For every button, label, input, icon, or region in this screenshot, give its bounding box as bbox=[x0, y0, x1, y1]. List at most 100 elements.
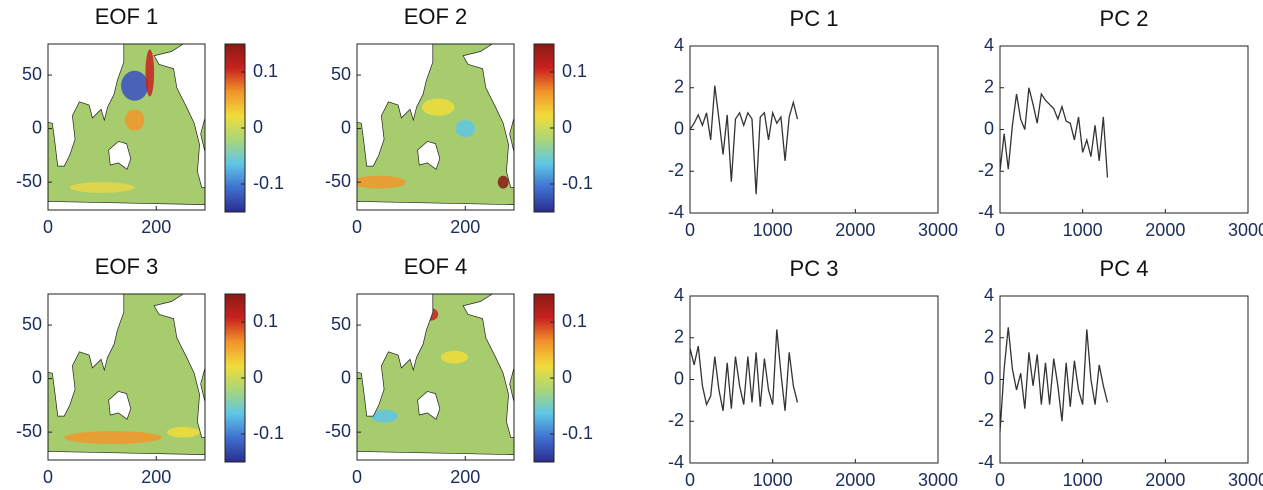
y-tick-label: -4 bbox=[668, 452, 684, 472]
x-tick-label: 0 bbox=[685, 470, 695, 490]
axes-frame bbox=[356, 293, 515, 461]
y-tick-label: 0 bbox=[984, 118, 994, 138]
pc-line bbox=[689, 329, 799, 411]
anomaly bbox=[497, 175, 509, 189]
colorbar-tick-label: 0.1 bbox=[562, 61, 587, 81]
y-tick-label: -50 bbox=[325, 421, 351, 441]
anomaly bbox=[124, 109, 145, 131]
y-tick-label: -4 bbox=[978, 202, 994, 222]
x-tick-label: 3000 bbox=[1228, 220, 1263, 240]
y-tick-label: -2 bbox=[668, 410, 684, 430]
x-tick-label: 0 bbox=[352, 467, 362, 487]
axes-frame bbox=[47, 43, 206, 211]
colorbar-tick-label: 0 bbox=[562, 117, 572, 137]
colorbar-tick-label: 0.1 bbox=[562, 311, 587, 331]
colorbar-tick-label: 0.1 bbox=[253, 311, 278, 331]
y-tick-label: 50 bbox=[331, 314, 351, 334]
axes-frame bbox=[47, 293, 206, 461]
colorbar-tick-label: -0.1 bbox=[562, 423, 593, 443]
colorbar-tick-label: -0.1 bbox=[562, 173, 593, 193]
chart-title: EOF 1 bbox=[95, 4, 159, 29]
y-tick-label: 2 bbox=[674, 77, 684, 97]
y-tick-label: 0 bbox=[32, 117, 42, 137]
x-tick-label: 0 bbox=[352, 217, 362, 237]
land bbox=[108, 141, 132, 170]
chart-title: PC 3 bbox=[790, 256, 839, 281]
anomaly bbox=[69, 182, 135, 193]
anomaly bbox=[370, 409, 398, 423]
land bbox=[48, 44, 125, 167]
land bbox=[48, 294, 125, 417]
x-tick-label: 1000 bbox=[753, 220, 793, 240]
x-tick-label: 1000 bbox=[1063, 470, 1103, 490]
land bbox=[153, 294, 205, 438]
chart-title: EOF 4 bbox=[404, 254, 468, 279]
land bbox=[357, 294, 434, 417]
chart-title: PC 4 bbox=[1100, 256, 1149, 281]
anomaly bbox=[440, 350, 468, 364]
map bbox=[357, 44, 514, 210]
anomaly bbox=[421, 98, 455, 116]
x-tick-label: 200 bbox=[450, 217, 480, 237]
y-tick-label: 4 bbox=[674, 35, 684, 55]
y-tick-label: -4 bbox=[668, 202, 684, 222]
x-tick-label: 200 bbox=[141, 217, 171, 237]
anomaly bbox=[167, 426, 200, 438]
y-tick-label: 2 bbox=[984, 327, 994, 347]
land bbox=[357, 201, 514, 210]
axes-frame bbox=[356, 43, 515, 211]
anomaly bbox=[64, 431, 162, 444]
y-tick-label: -2 bbox=[668, 160, 684, 180]
x-tick-label: 200 bbox=[141, 467, 171, 487]
y-tick-label: 0 bbox=[341, 367, 351, 387]
x-tick-label: 3000 bbox=[918, 470, 958, 490]
chart-title: PC 2 bbox=[1100, 6, 1149, 31]
x-tick-label: 0 bbox=[995, 470, 1005, 490]
y-tick-label: 50 bbox=[22, 314, 42, 334]
x-tick-label: 1000 bbox=[753, 470, 793, 490]
x-tick-label: 0 bbox=[995, 220, 1005, 240]
y-tick-label: 2 bbox=[674, 327, 684, 347]
y-tick-label: -50 bbox=[325, 171, 351, 191]
y-tick-label: -2 bbox=[978, 160, 994, 180]
x-tick-label: 0 bbox=[43, 467, 53, 487]
x-tick-label: 3000 bbox=[918, 220, 958, 240]
y-tick-label: -2 bbox=[978, 410, 994, 430]
axes-frame bbox=[689, 45, 939, 214]
x-tick-label: 2000 bbox=[835, 470, 875, 490]
y-tick-label: 4 bbox=[984, 285, 994, 305]
x-tick-label: 1000 bbox=[1063, 220, 1103, 240]
y-tick-label: 0 bbox=[674, 368, 684, 388]
anomaly bbox=[121, 70, 149, 101]
y-tick-label: 0 bbox=[674, 118, 684, 138]
chart-title: PC 1 bbox=[790, 6, 839, 31]
y-tick-label: 0 bbox=[341, 117, 351, 137]
y-tick-label: 0 bbox=[32, 367, 42, 387]
land bbox=[48, 451, 205, 460]
land bbox=[48, 201, 205, 210]
y-tick-label: -50 bbox=[16, 421, 42, 441]
y-tick-label: 0 bbox=[984, 368, 994, 388]
y-tick-label: 4 bbox=[984, 35, 994, 55]
anomaly bbox=[357, 175, 406, 189]
colorbar-tick-label: 0 bbox=[253, 367, 263, 387]
land bbox=[417, 141, 441, 170]
axes-frame bbox=[999, 45, 1249, 214]
chart-title: EOF 3 bbox=[95, 254, 159, 279]
x-tick-label: 0 bbox=[43, 217, 53, 237]
chart-title: EOF 2 bbox=[404, 4, 468, 29]
anomaly bbox=[455, 120, 476, 138]
y-tick-label: -4 bbox=[978, 452, 994, 472]
land bbox=[153, 44, 205, 188]
x-tick-label: 200 bbox=[450, 467, 480, 487]
pc-line bbox=[999, 327, 1109, 432]
x-tick-label: 3000 bbox=[1228, 470, 1263, 490]
land bbox=[357, 44, 434, 167]
map bbox=[357, 294, 514, 460]
y-tick-label: 2 bbox=[984, 77, 994, 97]
colorbar-tick-label: -0.1 bbox=[253, 173, 284, 193]
colorbar-tick-label: 0 bbox=[562, 367, 572, 387]
map bbox=[48, 294, 205, 460]
x-tick-label: 0 bbox=[685, 220, 695, 240]
